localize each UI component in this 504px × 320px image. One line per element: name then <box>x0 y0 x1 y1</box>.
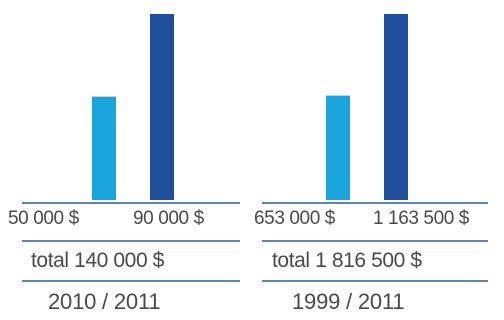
group-1-bar-2-label: 90 000 $ <box>133 208 204 229</box>
group-2-total: total 1 816 500 $ <box>272 249 422 272</box>
group-1-period: 2010 / 2011 <box>48 289 161 314</box>
group-1-bar-1 <box>92 96 116 200</box>
group-1-bar-1-label: 50 000 $ <box>8 208 79 229</box>
group-2-bar-1 <box>326 95 350 200</box>
group-2-top-rule <box>262 202 488 204</box>
group-2-bottom-rule <box>262 280 488 282</box>
group-2-bar-2 <box>384 14 408 200</box>
group-1-mid-rule <box>22 240 240 242</box>
group-1-total: total 140 000 $ <box>31 249 164 272</box>
group-1-bar-2 <box>150 14 174 200</box>
group-2-mid-rule <box>262 240 488 242</box>
group-2-period: 1999 / 2011 <box>292 289 405 314</box>
group-2-bar-2-label: 1 163 500 $ <box>373 208 469 229</box>
group-1-bottom-rule <box>22 280 240 282</box>
group-2-bar-1-label: 653 000 $ <box>254 208 335 229</box>
group-1-top-rule <box>22 202 240 204</box>
